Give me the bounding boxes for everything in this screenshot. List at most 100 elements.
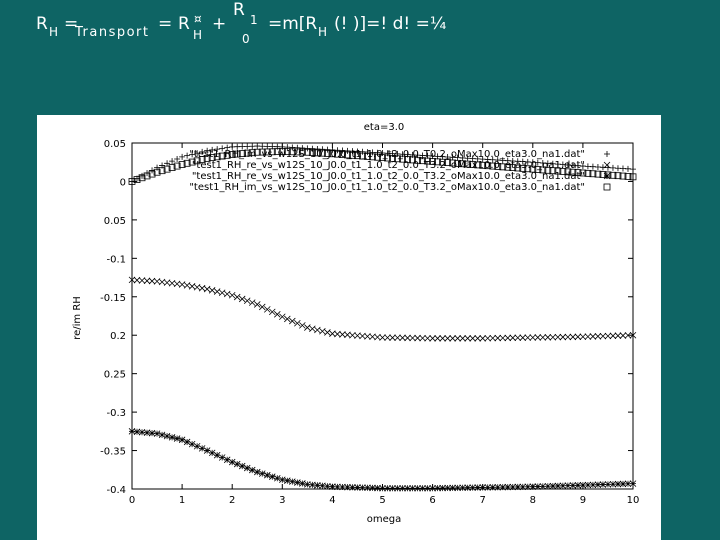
data-point bbox=[469, 335, 476, 342]
data-point bbox=[284, 477, 291, 484]
formula-integral-superscript: 1 bbox=[250, 13, 258, 27]
data-point bbox=[304, 324, 311, 331]
data-point bbox=[504, 483, 512, 491]
data-point bbox=[173, 162, 181, 170]
data-point bbox=[549, 333, 557, 341]
series-layer bbox=[128, 143, 637, 492]
data-point bbox=[184, 152, 191, 159]
data-point bbox=[484, 484, 491, 491]
ticks-layer: 0 1 2 3 4 5 6 7 8 9 10 0.05 0 0.05 -0.1 -0.15 0.2 0.25 -0.… bbox=[100, 139, 639, 506]
data-point bbox=[489, 484, 497, 491]
data-point bbox=[308, 149, 316, 156]
data-point bbox=[223, 151, 231, 159]
data-point bbox=[138, 428, 146, 436]
data-point bbox=[299, 480, 306, 487]
data-point bbox=[213, 451, 221, 459]
data-point bbox=[218, 152, 226, 160]
data-point bbox=[630, 166, 636, 173]
data-point bbox=[298, 148, 306, 156]
x-tick-label: 4 bbox=[329, 495, 335, 506]
data-point bbox=[574, 162, 581, 169]
data-point bbox=[624, 165, 631, 172]
data-point bbox=[394, 484, 401, 492]
data-point bbox=[454, 335, 461, 342]
data-point bbox=[619, 332, 627, 339]
data-point bbox=[614, 172, 622, 180]
data-point bbox=[504, 163, 512, 171]
data-point bbox=[589, 481, 597, 489]
data-point bbox=[584, 163, 591, 170]
x-tick-label: 3 bbox=[279, 495, 285, 506]
data-point bbox=[569, 162, 576, 169]
data-point bbox=[178, 436, 186, 444]
data-point bbox=[319, 146, 326, 153]
y-tick-label: 0.2 bbox=[110, 331, 126, 342]
data-point bbox=[594, 170, 602, 178]
data-point bbox=[233, 293, 241, 301]
legend-marker bbox=[603, 183, 611, 191]
formula-tail-h-subscript: H bbox=[318, 25, 328, 39]
data-point bbox=[619, 480, 627, 488]
data-point bbox=[314, 145, 321, 152]
data-point bbox=[258, 303, 266, 311]
data-point bbox=[279, 476, 286, 484]
x-tick-label: 1 bbox=[179, 495, 185, 506]
y-tick-label: 0.05 bbox=[104, 216, 126, 227]
data-point bbox=[484, 156, 491, 163]
data-point bbox=[459, 154, 466, 161]
data-point bbox=[454, 154, 461, 161]
data-point bbox=[334, 150, 341, 158]
data-point bbox=[228, 458, 236, 466]
x-tick-label: 10 bbox=[627, 495, 640, 506]
data-point bbox=[519, 334, 527, 341]
data-point bbox=[234, 143, 241, 150]
data-point bbox=[158, 167, 166, 175]
x-tick-label: 7 bbox=[480, 495, 486, 506]
data-point bbox=[248, 466, 256, 474]
data-point bbox=[319, 482, 326, 490]
data-point bbox=[374, 153, 381, 161]
y-tick-label: -0.1 bbox=[106, 254, 126, 265]
data-point bbox=[609, 332, 617, 340]
data-point bbox=[293, 148, 301, 156]
data-point bbox=[339, 147, 346, 154]
data-point bbox=[529, 165, 537, 173]
data-point bbox=[579, 333, 587, 341]
data-point bbox=[409, 156, 416, 164]
data-point bbox=[163, 432, 171, 440]
legend-marker bbox=[603, 172, 611, 180]
data-point bbox=[194, 150, 201, 157]
data-point bbox=[344, 147, 351, 154]
data-point bbox=[148, 170, 156, 178]
data-point bbox=[494, 334, 502, 342]
data-point bbox=[414, 156, 421, 164]
data-point bbox=[364, 153, 371, 160]
plot-panel: eta=3.0 0 1 2 3 4 5 6 7 8 9 10 0.05 0 0.05 -0.1 -0.15 0.… bbox=[37, 115, 661, 540]
data-point bbox=[474, 335, 481, 342]
data-point bbox=[464, 155, 471, 162]
data-point bbox=[379, 484, 386, 492]
data-point bbox=[228, 291, 236, 299]
data-point bbox=[399, 155, 406, 163]
data-point bbox=[309, 481, 316, 489]
data-point bbox=[359, 148, 366, 155]
data-point bbox=[494, 483, 502, 491]
data-point bbox=[228, 151, 236, 158]
data-point bbox=[614, 165, 621, 172]
data-point bbox=[183, 159, 191, 167]
data-point bbox=[303, 148, 311, 156]
data-point bbox=[589, 163, 596, 170]
data-point bbox=[329, 146, 336, 153]
data-point bbox=[554, 167, 562, 175]
data-point bbox=[213, 153, 221, 161]
data-point bbox=[419, 157, 426, 165]
data-point bbox=[203, 154, 211, 162]
data-point bbox=[394, 155, 401, 163]
data-point bbox=[524, 165, 532, 173]
legend-entry-label: "test1_RH_im_vs_w12S_10_J0.0_t1_1.0_t2_0… bbox=[189, 149, 585, 160]
data-point bbox=[238, 295, 246, 303]
legend-marker bbox=[604, 151, 610, 157]
data-point bbox=[284, 315, 291, 323]
data-point bbox=[614, 332, 622, 339]
data-point bbox=[534, 159, 541, 166]
